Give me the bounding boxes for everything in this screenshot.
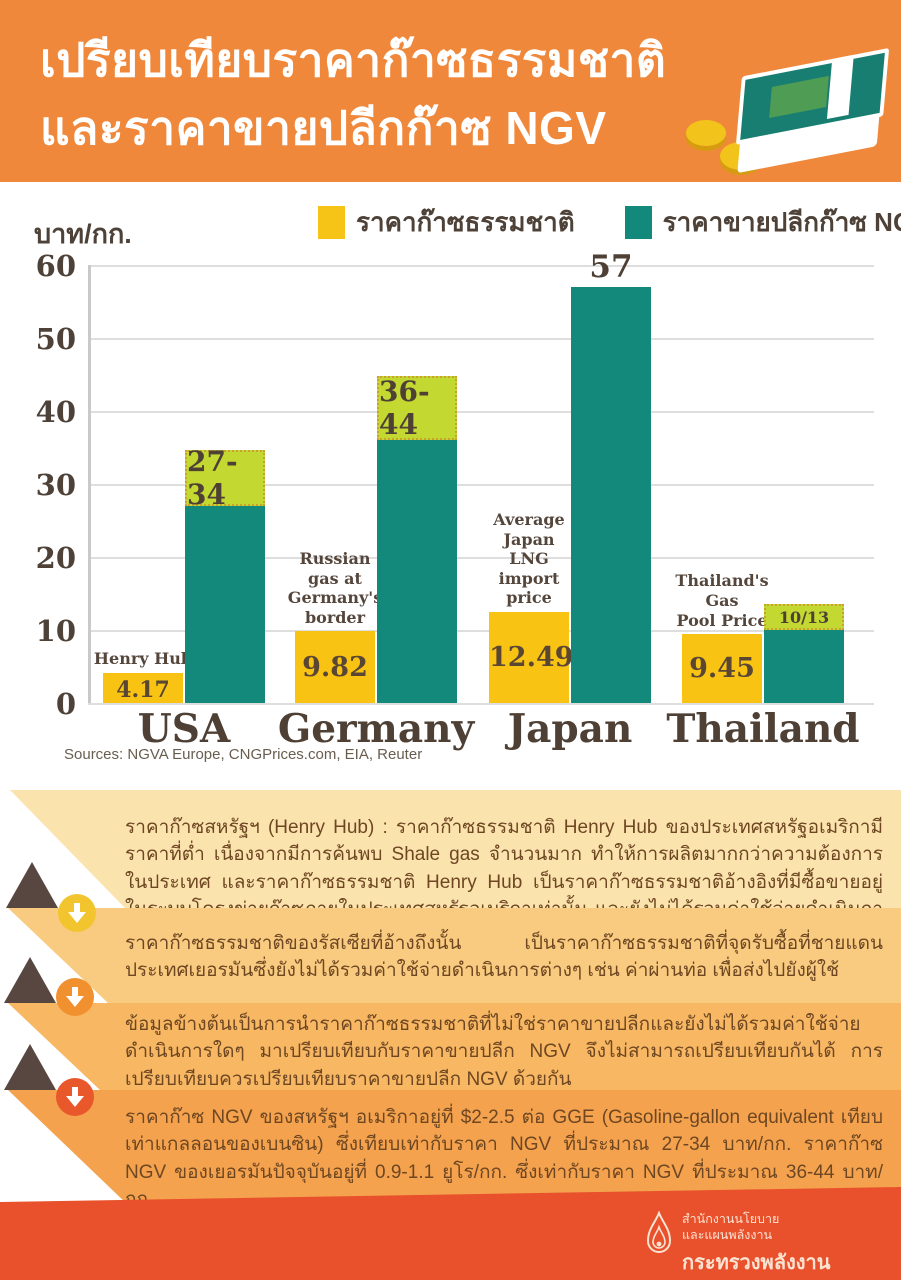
coin-icon: [686, 120, 726, 146]
bar-annotation-Germany: Russian gas at Germany's border: [287, 549, 383, 627]
ngv-top-label-Japan: 57: [589, 248, 633, 285]
note-paragraph-3: ข้อมูลข้างต้นเป็นการนำราคาก๊าซธรรมชาติที…: [125, 1014, 883, 1090]
y-axis-tick-30: 30: [35, 468, 76, 502]
note-band-2: ราคาก๊าซธรรมชาติของรัสเซียที่อ้างถึงนั้น…: [8, 908, 901, 1003]
y-axis-tick-40: 40: [35, 395, 76, 429]
bar-range-Germany: 36-44: [377, 375, 457, 442]
y-axis-line: [88, 265, 91, 703]
bar-natural-gas-Germany: 9.82: [295, 631, 375, 703]
gridline-50: [88, 338, 874, 340]
triangle-icon: [6, 862, 58, 908]
bar-annotation-USA: Henry Hub: [93, 649, 193, 669]
y-axis-tick-50: 50: [35, 322, 76, 356]
range-label-Thailand: 10/13: [778, 607, 830, 627]
category-label-Germany: Germany: [277, 706, 475, 752]
note-band-4: ราคาก๊าซ NGV ของสหรัฐฯ อเมริกาอยู่ที่ $2…: [8, 1090, 901, 1205]
agency-name-line1: สำนักงานนโยบาย: [682, 1212, 780, 1226]
gridline-30: [88, 484, 874, 486]
triangle-icon: [4, 957, 56, 1003]
y-axis-tick-10: 10: [35, 614, 76, 648]
bar-ngv-Japan: [571, 286, 651, 703]
legend-swatch-ngv-retail: [624, 206, 652, 239]
gridline-60: [88, 265, 874, 267]
banknote-stack-icon: [678, 47, 893, 178]
y-axis-unit-label: บาท/กก.: [34, 219, 132, 249]
legend-label-ngv-retail: ราคาขายปลีกก๊าซ NGV: [662, 207, 901, 237]
bar-range-Thailand: 10/13: [764, 604, 844, 630]
sources-note: Sources: NGVA Europe, CNGPrices.com, EIA…: [64, 746, 423, 763]
bar-ngv-Thailand: [764, 630, 844, 703]
legend-item-ngv-retail: ราคาขายปลีกก๊าซ NGV: [624, 202, 901, 243]
note-band-3: ข้อมูลข้างต้นเป็นการนำราคาก๊าซธรรมชาติที…: [8, 1003, 901, 1090]
notes-section: ราคาก๊าซสหรัฐฯ (Henry Hub) : ราคาก๊าซธรร…: [0, 790, 901, 1205]
chart-section: บาท/กก. ราคาก๊าซธรรมชาติ ราคาขายปลีกก๊าซ…: [0, 182, 901, 790]
down-arrow-icon: [56, 1078, 94, 1116]
range-label-USA: 27-34: [187, 444, 238, 511]
agency-name-line2: และแผนพลังงาน: [682, 1228, 773, 1243]
note-paragraph-4: ราคาก๊าซ NGV ของสหรัฐฯ อเมริกาอยู่ที่ $2…: [125, 1107, 883, 1211]
value-label-USA: 4.17: [116, 676, 170, 703]
down-arrow-icon: [58, 894, 96, 932]
gridline-0: [88, 703, 874, 705]
bar-chart-plot: 0 10 20 30 40 50 60 4.17 Henry Hub 27-34 USA 9.82 Ru…: [0, 182, 901, 790]
note-paragraph-1: ราคาก๊าซสหรัฐฯ (Henry Hub) : ราคาก๊าซธรร…: [125, 817, 883, 908]
bar-natural-gas-Japan: 12.49: [489, 611, 574, 703]
value-label-Japan: 12.49: [489, 642, 574, 674]
category-label-USA: USA: [137, 706, 231, 752]
header-banner: เปรียบเทียบราคาก๊าซธรรมชาติ และราคาขายปล…: [0, 0, 901, 182]
category-label-Japan: Japan: [507, 706, 633, 752]
footer-banner: สำนักงานนโยบาย และแผนพลังงาน กระทรวงพลัง…: [0, 1187, 901, 1280]
flame-icon: [646, 1211, 672, 1253]
note-band-1: ราคาก๊าซสหรัฐฯ (Henry Hub) : ราคาก๊าซธรร…: [10, 790, 901, 908]
page-title-line1: เปรียบเทียบราคาก๊าซธรรมชาติ: [40, 34, 667, 86]
page-title-line2: และราคาขายปลีกก๊าซ NGV: [40, 102, 607, 154]
chart-legend: ราคาก๊าซธรรมชาติ ราคาขายปลีกก๊าซ NGV: [318, 202, 901, 243]
gridline-40: [88, 411, 874, 413]
y-axis-tick-20: 20: [35, 541, 76, 575]
bar-natural-gas-Thailand: 9.45: [682, 634, 762, 703]
value-label-Germany: 9.82: [302, 652, 368, 684]
gridline-20: [88, 557, 874, 559]
down-arrow-icon: [56, 978, 94, 1016]
triangle-icon: [4, 1044, 56, 1090]
legend-swatch-natural-gas: [318, 206, 345, 239]
value-label-Thailand: 9.45: [689, 653, 755, 685]
bar-range-USA: 27-34: [185, 445, 265, 511]
agency-name-line3: กระทรวงพลังงาน: [682, 1251, 831, 1274]
gridline-10: [88, 630, 874, 632]
range-label-Germany: 36-44: [379, 375, 430, 442]
bar-ngv-Germany: [377, 440, 457, 703]
y-axis-tick-60: 60: [35, 249, 76, 283]
y-axis-tick-0: 0: [55, 687, 76, 721]
bar-ngv-USA: [185, 505, 265, 703]
bar-natural-gas-USA: 4.17: [103, 672, 183, 703]
legend-label-natural-gas: ราคาก๊าซธรรมชาติ: [356, 207, 575, 237]
category-label-Thailand: Thailand: [666, 706, 860, 752]
legend-item-natural-gas: ราคาก๊าซธรรมชาติ: [318, 202, 575, 243]
note-paragraph-2: ราคาก๊าซธรรมชาติของรัสเซียที่อ้างถึงนั้น…: [125, 933, 883, 982]
bar-annotation-Japan: Average Japan LNG import price: [493, 510, 565, 608]
bar-annotation-Thailand: Thailand's Gas Pool Price: [675, 571, 769, 630]
agency-logo: สำนักงานนโยบาย และแผนพลังงาน กระทรวงพลัง…: [645, 1211, 830, 1278]
